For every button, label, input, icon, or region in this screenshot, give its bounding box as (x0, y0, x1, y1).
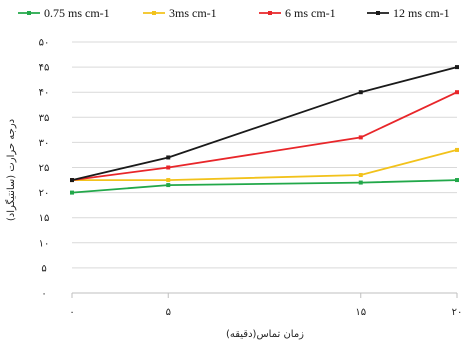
y-tick-label: ۴۰ (39, 88, 50, 99)
data-point (166, 183, 171, 188)
data-point (166, 165, 171, 170)
data-point (70, 190, 74, 195)
legend-marker (27, 11, 31, 15)
series-line (71, 66, 458, 181)
series-line (72, 149, 458, 182)
data-point (358, 180, 363, 185)
y-tick-label: ۴۵ (39, 63, 50, 74)
x-tick-label: ۲۰ (452, 307, 463, 318)
data-point (455, 147, 459, 152)
x-axis-title: زمان تماس(دقیقه) (226, 329, 304, 340)
y-tick-label: ۲۵ (39, 163, 50, 174)
data-point (455, 65, 459, 70)
data-point (70, 178, 74, 183)
y-tick-label: ۵۰ (39, 38, 50, 49)
legend-marker (152, 11, 156, 15)
series-line (71, 91, 458, 181)
y-tick-label: ۱۰ (39, 238, 50, 249)
y-tick-label: ۳۰ (39, 138, 50, 149)
data-point (358, 90, 363, 95)
data-point (455, 178, 459, 183)
series-layer (70, 65, 459, 195)
legend-marker (376, 11, 380, 15)
data-point (455, 90, 459, 95)
legend-marker (268, 11, 272, 15)
legend-label: 3ms cm-1 (169, 6, 217, 20)
data-point (358, 135, 363, 140)
axes-layer: ۰ ۵ ۱۰ ۱۵ ۲۰ ۲۵ ۳۰ ۳۵ ۴۰ ۴۵ ۵۰ ۰ ۵ ۱۵ ۲۰ (39, 38, 463, 319)
data-point (166, 155, 171, 160)
x-tick-label: ۱۵ (355, 307, 366, 318)
legend-label: 6 ms cm-1 (285, 6, 336, 20)
legend-label: 12 ms cm-1 (393, 6, 450, 20)
y-tick-label: ۱۵ (39, 213, 50, 224)
y-tick-label: ۲۰ (39, 188, 50, 199)
data-point (358, 173, 363, 178)
y-tick-label: ۳۵ (39, 113, 50, 124)
y-tick-label: ۰ (41, 289, 46, 300)
data-point (166, 178, 171, 183)
x-tick-label: ۵ (166, 307, 171, 318)
x-tick-label: ۰ (69, 307, 74, 318)
grid-layer (72, 41, 457, 269)
legend: 0.75 ms cm-1 3ms cm-1 6 ms cm-1 12 ms cm-1 (18, 6, 450, 20)
legend-label: 0.75 ms cm-1 (44, 6, 110, 20)
y-tick-label: ۵ (41, 263, 46, 274)
y-axis-title: درجه حرارت (سانتیگراد) (5, 119, 17, 221)
series-line (71, 179, 458, 194)
